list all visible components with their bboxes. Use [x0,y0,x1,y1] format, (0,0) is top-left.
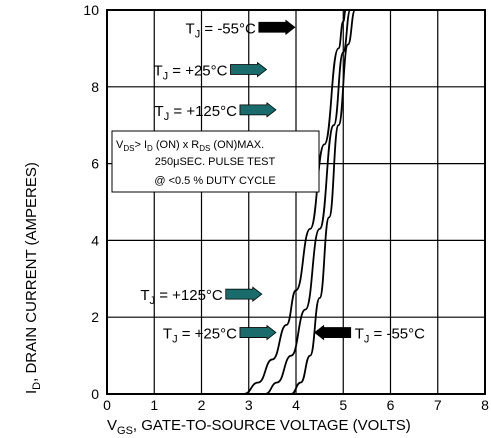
annotation-label-4: TJ = +25°C [163,326,237,346]
annotation-label-1: TJ = +25°C [153,63,227,83]
y-tick-label-3: 6 [91,156,99,172]
x-tick-label-0: 0 [103,397,111,413]
temperature-annotations: TJ = -55°C TJ = +25°C TJ = +125°C TJ = +125… [140,19,425,346]
x-tick-label-1: 1 [150,397,158,413]
y-axis-label: ID, DRAIN CURRENT (AMPERES) [23,162,43,394]
y-tick-label-2: 4 [91,232,99,248]
y-tick-label-4: 8 [91,79,99,95]
note-line-2: 250μSEC. PULSE TEST [155,156,276,168]
x-tick-label-6: 6 [387,397,395,413]
y-tick-label-5: 10 [83,2,99,18]
annotation-arrow-3 [225,286,263,302]
annotation-4: TJ = +25°C [163,324,277,346]
series-line-2 [291,9,356,395]
annotation-3: TJ = +125°C [140,286,263,307]
note-line-3: @ <0.5 % DUTY CYCLE [154,175,275,187]
annotation-1: TJ = +25°C [153,61,268,83]
annotation-label-3: TJ = +125°C [140,287,223,307]
y-tick-label-1: 2 [91,309,99,325]
annotation-label-2: TJ = +125°C [155,103,238,123]
annotation-arrow-1 [230,61,268,78]
annotation-label-5: TJ = -55°C [355,326,425,346]
x-tick-label-8: 8 [481,397,489,413]
annotation-arrow-2 [239,102,277,118]
note-line-1: VDS> ID (ON) x RDS (ON)MAX. [116,139,264,153]
x-tick-label-3: 3 [245,397,253,413]
annotation-arrow-5 [314,324,352,341]
series-line-0 [243,9,347,395]
x-tick-label-2: 2 [198,397,206,413]
curves [243,9,356,395]
x-tick-label-5: 5 [339,397,347,413]
annotation-0: TJ = -55°C [186,19,296,40]
tick-labels: 0 1 2 3 4 5 6 7 8 0 2 4 6 8 10 [83,2,489,413]
x-tick-label-7: 7 [434,397,442,413]
plot-frame [106,9,486,395]
y-tick-label-0: 0 [91,386,99,402]
test-conditions-note: VDS> ID (ON) x RDS (ON)MAX. 250μSEC. PUL… [111,130,320,193]
annotation-arrow-4 [239,324,277,341]
annotation-label-0: TJ = -55°C [186,20,256,40]
series-line-1 [265,9,352,395]
x-axis-label: VGS, GATE-TO-SOURCE VOLTAGE (VOLTS) [107,417,411,437]
annotation-5: TJ = -55°C [314,324,425,346]
annotation-arrow-0 [258,19,296,36]
annotation-2: TJ = +125°C [155,102,277,123]
x-tick-label-4: 4 [292,397,300,413]
